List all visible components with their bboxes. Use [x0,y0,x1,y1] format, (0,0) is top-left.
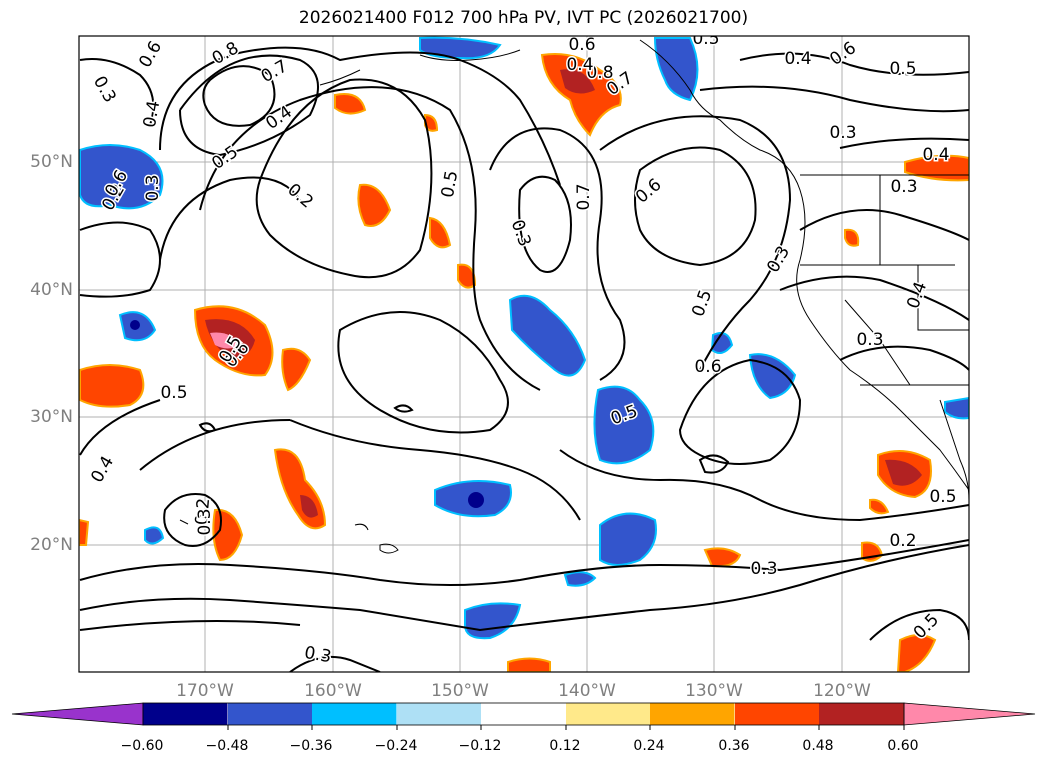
contour-label: 0.2 [192,497,214,526]
contour-label: 0.6 [694,357,721,377]
lon-label-160w: 160°W [304,681,362,701]
colorbar-tick-label: 0.12 [549,738,581,754]
contour-label: 0.3 [143,174,163,201]
contour-label: 0.2 [889,531,916,551]
colorbar-segment [143,703,228,725]
contour-label: 0.7 [574,183,594,210]
contour-label: 0.3 [195,508,215,535]
lon-label-140w: 140°W [558,681,616,701]
contour-label: 0.8 [586,63,613,83]
contour-label: 0.3 [890,177,917,197]
lon-label-170w: 170°W [176,681,234,701]
colorbar-tick-label: 0.24 [633,738,665,754]
contour-label: 0.5 [889,59,916,79]
colorbar-tick-label: 0.60 [887,738,919,754]
colorbar-segment [735,703,820,725]
contour-label: 0.4 [922,145,949,165]
colorbar-segment [650,703,735,725]
contour-label: 0.5 [929,487,956,507]
colorbar-segment [819,703,904,725]
lon-label-130w: 130°W [685,681,743,701]
colorbar-tick-label: −0.60 [120,738,164,754]
contour-label: 0.6 [568,35,595,55]
colorbar-extend-max [903,702,1036,726]
lat-label-40: 40°N [30,280,73,300]
colorbar-extend-min [11,702,144,726]
colorbar-tick-label: 0.48 [802,738,834,754]
colorbar [11,702,1036,730]
contour-label: 0.5 [160,383,187,403]
borders [800,174,969,386]
contour-label: 0.3 [856,330,883,350]
lon-label-150w: 150°W [431,681,489,701]
shaded-anomalies [79,36,969,672]
lat-label-50: 50°N [30,152,73,172]
contour-label: 0.4 [784,49,811,69]
coastlines [179,39,969,554]
contour-label: 0.5 [692,29,719,49]
colorbar-segment [397,703,482,725]
colorbar-segment [481,703,566,725]
colorbar-tick-label: −0.48 [205,738,249,754]
lat-label-30: 30°N [30,407,73,427]
contour-label: 0.4 [140,99,164,129]
colorbar-segment [312,703,397,725]
colorbar-tick-label: −0.12 [458,738,502,754]
lat-label-20: 20°N [30,535,73,555]
colorbar-tick-label: −0.24 [374,738,418,754]
contour-label: 0.3 [750,559,777,579]
colorbar-segment [228,703,313,725]
colorbar-tick-label: −0.36 [289,738,333,754]
colorbar-tick-label: 0.36 [718,738,750,754]
colorbar-outline [142,702,905,726]
contour-label: 0.4 [566,55,593,75]
colorbar-segment [566,703,651,725]
contour-label: 0.3 [829,123,856,143]
map-title: 2026021400 F012 700 hPa PV, IVT PC (2026… [298,8,749,28]
lon-label-120w: 120°W [813,681,871,701]
pv-contours [79,46,969,672]
